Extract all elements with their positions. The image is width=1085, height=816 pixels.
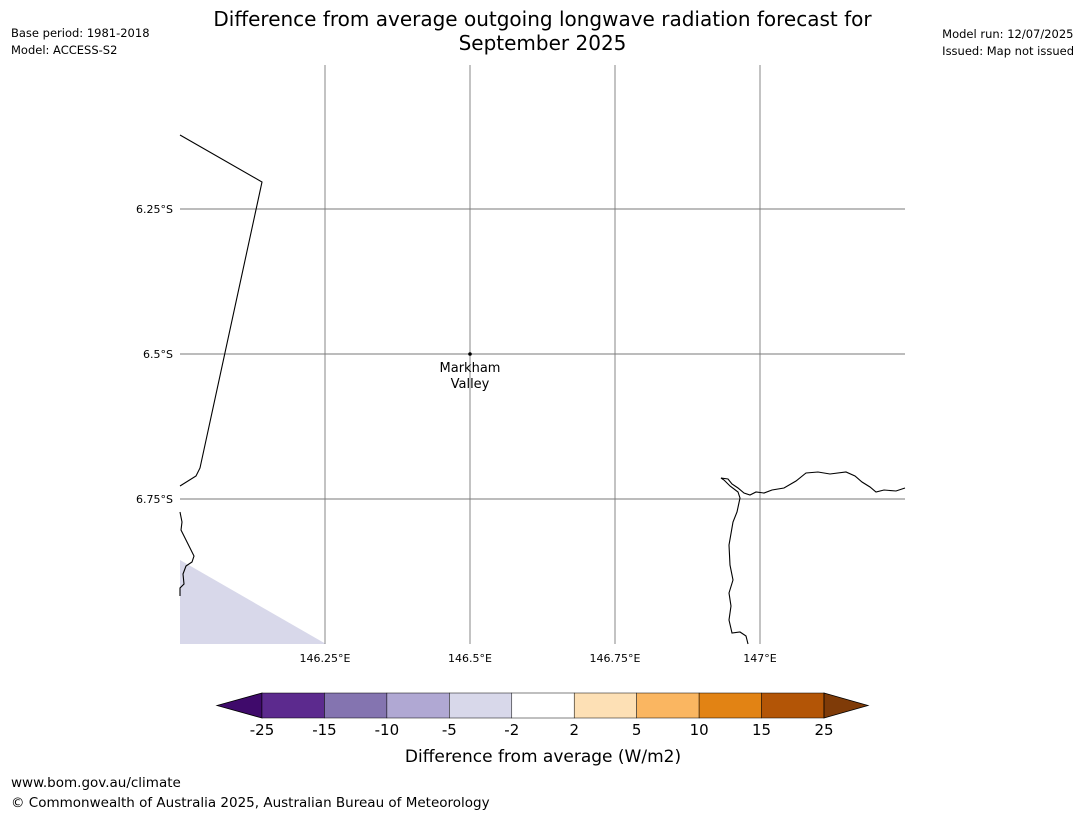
lat-label-6-75S: 6.75°S [136,493,173,506]
colorbar-extend-low [215,692,263,719]
colorbar-segment [386,692,450,719]
lat-gridlines [180,208,905,500]
model-text: Model: ACCESS-S2 [11,43,118,57]
colorbar-tick-label: -25 [250,721,275,739]
coastline-southwest [179,511,195,596]
markham-valley-marker [468,352,472,356]
map-title: Difference from average outgoing longwav… [0,7,1085,55]
colorbar-tick-label: -5 [442,721,457,739]
colorbar-tick-label: 10 [690,721,709,739]
colorbar-segment [573,692,637,719]
title-line-1: Difference from average outgoing longwav… [213,7,872,31]
colorbar-tick-label: -15 [312,721,337,739]
colorbar-tick-label: 5 [632,721,642,739]
forecast-metadata-left: Base period: 1981-2018 Model: ACCESS-S2 [11,25,150,59]
coastline-east [720,471,906,645]
colorbar: -25 -15 -10 -5 -2 2 5 10 15 25 [215,692,870,739]
colorbar-tick-label: 15 [752,721,771,739]
forecast-metadata-right: Model run: 12/07/2025 Issued: Map not is… [942,26,1074,60]
lon-gridlines [324,65,761,644]
colorbar-segment [261,692,325,719]
footer-website[interactable]: www.bom.gov.au/climate [11,775,181,791]
colorbar-segment [761,692,825,719]
lon-label-146-5E: 146.5°E [448,652,492,665]
lat-label-6-25S: 6.25°S [136,203,173,216]
colorbar-segment [636,692,700,719]
lon-labels: 146.25°E 146.5°E 146.75°E 147°E [300,652,777,665]
lon-label-146-25E: 146.25°E [300,652,351,665]
lon-label-147E: 147°E [743,652,776,665]
place-label-line-2: Valley [451,377,490,392]
lat-labels: 6.25°S 6.5°S 6.75°S [136,203,173,506]
colorbar-tick-label: -10 [375,721,400,739]
lat-label-6-5S: 6.5°S [143,348,173,361]
colorbar-segment [449,692,513,719]
colorbar-tick-label: -2 [504,721,519,739]
colorbar-segment [511,692,575,719]
model-run-text: Model run: 12/07/2025 [942,27,1074,41]
title-line-2: September 2025 [458,31,627,55]
colorbar-segment [698,692,762,719]
lon-label-146-75E: 146.75°E [590,652,641,665]
footer-copyright: © Commonwealth of Australia 2025, Austra… [11,795,490,811]
colorbar-segment [324,692,388,719]
anomaly-shading-region [180,560,326,644]
colorbar-extend-high [823,692,870,719]
boundaries [179,134,906,645]
place-label-line-1: Markham [440,361,501,376]
base-period-text: Base period: 1981-2018 [11,26,150,40]
border-line-west [179,134,263,487]
colorbar-tick-label: 25 [814,721,833,739]
colorbar-label: Difference from average (W/m2) [405,747,681,767]
colorbar-tick-label: 2 [569,721,579,739]
issued-text: Issued: Map not issued [942,44,1074,58]
